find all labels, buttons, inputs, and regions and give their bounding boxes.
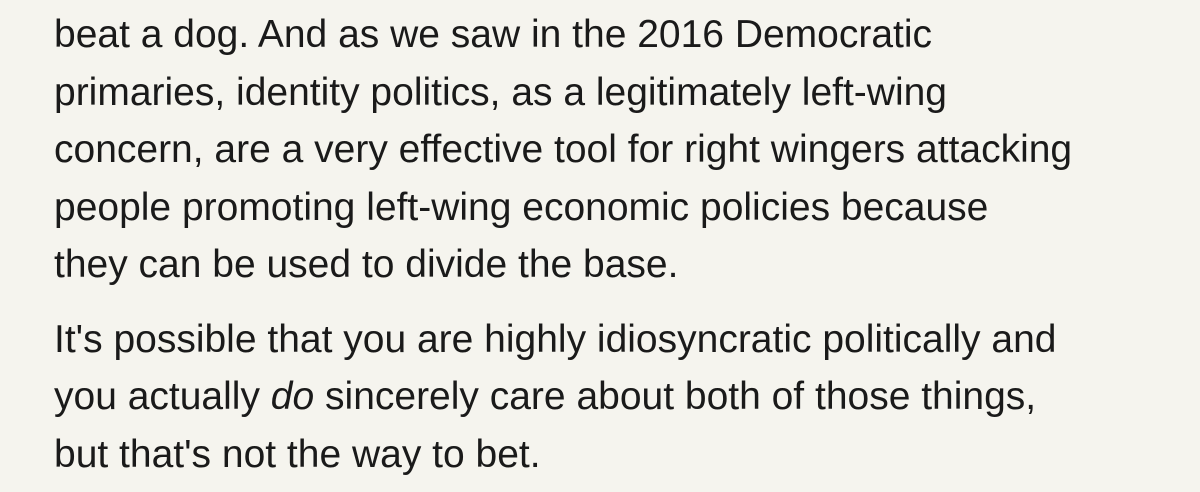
text-line: they can be used to divide the base. xyxy=(54,243,679,286)
text-line: primaries, identity politics, as a legit… xyxy=(54,70,948,114)
text-line: beat a dog. And as we saw in the 2016 De… xyxy=(54,13,933,56)
paragraph-primaries: beat a dog. And as we saw in the 2016 De… xyxy=(54,6,1200,294)
text-line: people promoting left-wing economic poli… xyxy=(54,185,989,229)
text-line: but that's not the way to bet. xyxy=(54,432,541,476)
text-segment: sincerely care about both of those thing… xyxy=(314,375,1037,418)
text-line: It's possible that you are highly idiosy… xyxy=(54,317,1057,361)
text-line: concern, are a very effective tool for r… xyxy=(54,128,1073,171)
text-segment: you actually xyxy=(54,375,271,418)
emphasized-word: do xyxy=(270,375,315,418)
paragraph-idiosyncratic: It's possible that you are highly idiosy… xyxy=(54,311,1200,484)
text-line: you actually do sincerely care about bot… xyxy=(54,368,1200,426)
